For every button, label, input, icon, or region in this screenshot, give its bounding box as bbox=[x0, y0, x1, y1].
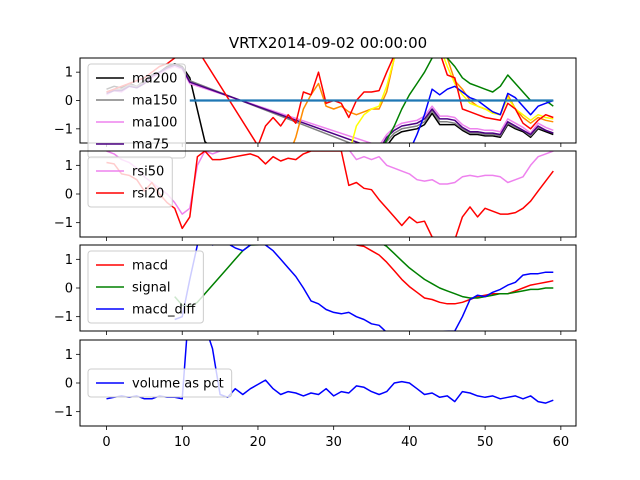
panel-macd: −1 0 1 macd signal macd_diff bbox=[54, 244, 577, 335]
series-line-macd_diff bbox=[174, 245, 554, 331]
legend-label-signal: signal bbox=[132, 281, 170, 296]
series-group bbox=[106, 151, 554, 237]
y-tick-label: −1 bbox=[54, 310, 73, 325]
x-tick-label: 20 bbox=[250, 435, 267, 450]
legend-box bbox=[87, 250, 204, 324]
legend: macd signal macd_diff bbox=[87, 250, 204, 324]
series-line-unlabeled-7 bbox=[412, 85, 554, 143]
y-tick-label: −1 bbox=[54, 122, 73, 137]
legend-label-ma100: ma100 bbox=[132, 116, 177, 131]
x-tick-label: 30 bbox=[325, 435, 342, 450]
y-tick-label: 1 bbox=[65, 159, 73, 174]
legend-box bbox=[87, 368, 233, 398]
legend-label-macd_diff: macd_diff bbox=[132, 303, 196, 318]
legend: rsi50 rsi20 bbox=[87, 156, 173, 208]
legend-label-macd: macd bbox=[132, 259, 168, 274]
series-group bbox=[106, 340, 554, 404]
legend-label-volume-as-pct: volume as pct bbox=[132, 377, 224, 392]
y-tick-label: −1 bbox=[54, 405, 73, 420]
series-line-rsi50 bbox=[106, 151, 554, 215]
legend: volume as pct bbox=[87, 368, 233, 398]
series-line-signal bbox=[174, 245, 554, 308]
panel-rsi: −1 0 1 rsi50 rsi20 bbox=[54, 150, 577, 241]
x-tick-label: 10 bbox=[174, 435, 191, 450]
y-tick-label: 0 bbox=[65, 94, 73, 109]
y-tick-label: 1 bbox=[65, 66, 73, 81]
legend-label-ma75: ma75 bbox=[132, 138, 169, 153]
legend-label-rsi20: rsi20 bbox=[132, 187, 164, 202]
x-tick-label: 0 bbox=[102, 435, 110, 450]
y-tick-label: 0 bbox=[65, 377, 73, 392]
legend: ma200 ma150 ma100 ma75 bbox=[87, 63, 186, 159]
y-tick-label: 0 bbox=[65, 282, 73, 297]
y-tick-label: 0 bbox=[65, 188, 73, 203]
y-tick-label: −1 bbox=[54, 216, 73, 231]
series-group bbox=[174, 245, 554, 331]
legend-label-rsi50: rsi50 bbox=[132, 165, 164, 180]
x-tick-label: 60 bbox=[553, 435, 570, 450]
chart-panels: −1 0 1 ma200 ma150 ma100 ma75 −1 0 1 rsi50 rsi20 −1 0… bbox=[54, 57, 577, 450]
panel-moving-averages: −1 0 1 ma200 ma150 ma100 ma75 bbox=[54, 57, 577, 159]
legend-label-ma200: ma200 bbox=[132, 72, 177, 87]
y-tick-label: 1 bbox=[65, 348, 73, 363]
series-line-macd bbox=[356, 245, 554, 305]
figure-title: VRTX2014-09-02 00:00:00 bbox=[229, 34, 427, 52]
series-line-unlabeled-5 bbox=[351, 58, 554, 143]
y-tick-label: 1 bbox=[65, 253, 73, 268]
legend-box bbox=[87, 156, 173, 208]
series-line-unlabeled-6 bbox=[383, 58, 554, 143]
x-tick-label: 50 bbox=[477, 435, 494, 450]
series-line-volume-as-pct bbox=[106, 340, 554, 404]
x-tick-label: 40 bbox=[401, 435, 418, 450]
legend-label-ma150: ma150 bbox=[132, 94, 177, 109]
series-line-rsi20 bbox=[106, 151, 554, 237]
